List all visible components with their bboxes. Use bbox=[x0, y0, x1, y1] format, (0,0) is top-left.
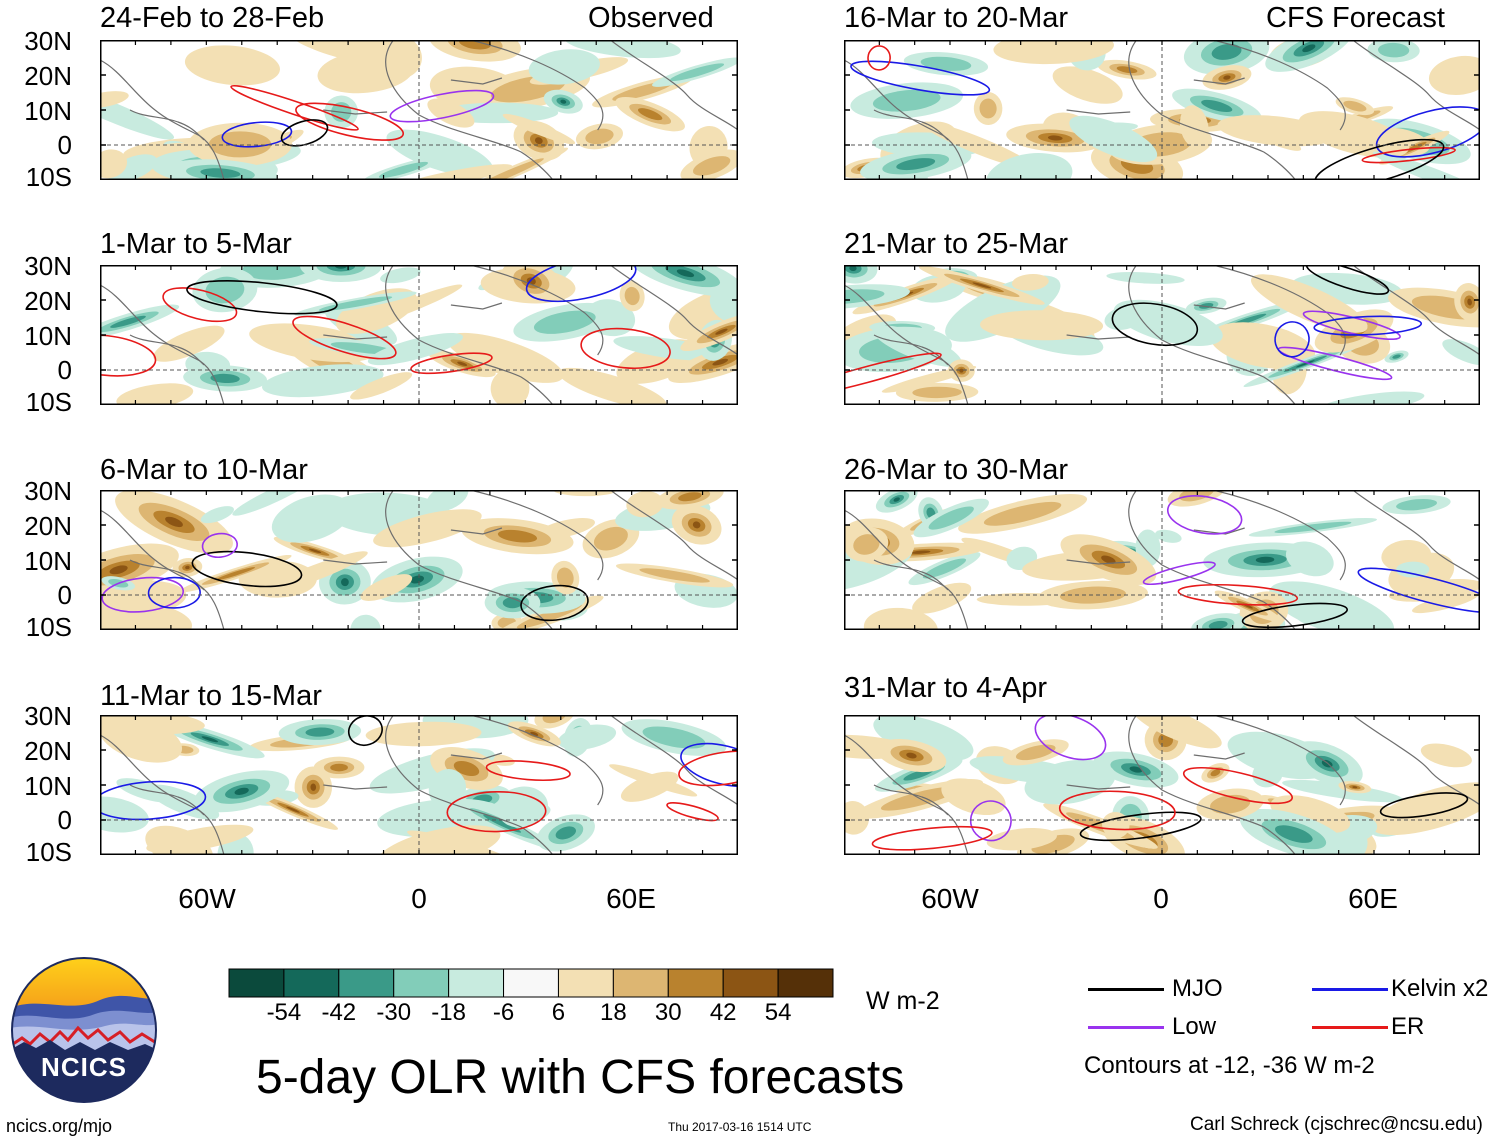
colorbar-tick-label: -30 bbox=[376, 999, 412, 1026]
colorbar-swatch bbox=[667, 968, 724, 998]
lat-tick: 30N bbox=[24, 476, 72, 506]
colorbar-tick-label: 30 bbox=[654, 999, 682, 1026]
colorbar-swatch bbox=[448, 968, 505, 998]
legend-mjo-line bbox=[1088, 988, 1164, 991]
panel-title: 26-Mar to 30-Mar bbox=[844, 454, 1069, 486]
colorbar-tick-label: -18 bbox=[431, 999, 466, 1026]
ncics-logo bbox=[11, 957, 157, 1103]
colorbar-swatch bbox=[283, 968, 340, 998]
legend-er-line bbox=[1312, 1026, 1388, 1029]
olr-map bbox=[100, 40, 738, 180]
colorbar-tick-label: 18 bbox=[600, 999, 627, 1026]
lat-tick: 0 bbox=[57, 355, 72, 385]
panel-title: 16-Mar to 20-Mar bbox=[844, 2, 1069, 34]
legend-kelvin-label: Kelvin x2 bbox=[1391, 975, 1489, 1002]
olr-map bbox=[100, 715, 738, 855]
lat-tick: 10S bbox=[25, 837, 72, 867]
panel-title: 24-Feb to 28-Feb bbox=[100, 2, 325, 34]
colorbar-swatch bbox=[612, 968, 669, 998]
lon-tick: 60E bbox=[1348, 883, 1398, 914]
legend-kelvin-line bbox=[1312, 988, 1388, 991]
legend-contours-note: Contours at -12, -36 W m-2 bbox=[1084, 1052, 1375, 1079]
panel-title: 21-Mar to 25-Mar bbox=[844, 228, 1069, 260]
colorbar bbox=[228, 968, 834, 998]
lat-tick: 20N bbox=[24, 736, 72, 766]
colorbar-swatch bbox=[338, 968, 395, 998]
panel-title: 1-Mar to 5-Mar bbox=[100, 228, 292, 260]
lat-tick: 0 bbox=[57, 130, 72, 160]
forecast-label: CFS Forecast bbox=[1266, 2, 1445, 34]
colorbar-tick-label: -54 bbox=[266, 999, 302, 1026]
colorbar-swatch bbox=[228, 968, 285, 998]
lat-tick: 0 bbox=[57, 805, 72, 835]
colorbar-swatch bbox=[393, 968, 450, 998]
lon-tick: 60E bbox=[606, 883, 656, 914]
olr-map bbox=[844, 715, 1480, 855]
colorbar-tick-label: 54 bbox=[764, 999, 792, 1026]
olr-map bbox=[844, 265, 1480, 405]
olr-map bbox=[100, 265, 738, 405]
colorbar-units: W m-2 bbox=[866, 987, 940, 1015]
panel-title: 11-Mar to 15-Mar bbox=[100, 680, 322, 712]
lat-tick: 0 bbox=[57, 580, 72, 610]
lat-tick: 20N bbox=[24, 61, 72, 91]
colorbar-tick-label: -6 bbox=[492, 999, 515, 1026]
legend-mjo-label: MJO bbox=[1172, 975, 1223, 1002]
lat-tick: 30N bbox=[24, 26, 72, 56]
lat-tick: 10N bbox=[24, 771, 72, 801]
legend-low-label: Low bbox=[1172, 1013, 1217, 1040]
lat-tick: 10N bbox=[24, 321, 72, 351]
lat-tick: 30N bbox=[24, 701, 72, 731]
legend-low-line bbox=[1088, 1026, 1164, 1029]
panel-title: 6-Mar to 10-Mar bbox=[100, 454, 308, 486]
lat-tick: 20N bbox=[24, 286, 72, 316]
lat-tick: 10N bbox=[24, 96, 72, 126]
colorbar-swatch bbox=[722, 968, 779, 998]
footer-timestamp: Thu 2017-03-16 1514 UTC bbox=[668, 1120, 812, 1134]
olr-map bbox=[844, 40, 1480, 180]
olr-map bbox=[844, 490, 1480, 630]
footer-author: Carl Schreck (cjschrec@ncsu.edu) bbox=[1190, 1114, 1483, 1135]
lat-tick: 10N bbox=[24, 546, 72, 576]
colorbar-swatch bbox=[557, 968, 614, 998]
legend-er-label: ER bbox=[1391, 1013, 1425, 1040]
lat-tick: 10S bbox=[25, 612, 72, 642]
lat-tick: 10S bbox=[25, 162, 72, 192]
olr-map bbox=[100, 490, 738, 630]
lon-tick: 0 bbox=[411, 883, 427, 914]
colorbar-swatch bbox=[777, 968, 834, 998]
colorbar-tick-label: 42 bbox=[709, 999, 737, 1026]
lon-tick: 60W bbox=[178, 883, 236, 914]
colorbar-swatch bbox=[503, 968, 559, 998]
lon-tick: 60W bbox=[921, 883, 979, 914]
lat-tick: 20N bbox=[24, 511, 72, 541]
footer-url: ncics.org/mjo bbox=[6, 1116, 113, 1136]
lat-tick: 10S bbox=[25, 387, 72, 417]
logo-text: NCICS bbox=[41, 1052, 127, 1082]
lat-tick: 30N bbox=[24, 251, 72, 281]
colorbar-tick-label: -42 bbox=[321, 999, 357, 1026]
panel-title: 31-Mar to 4-Apr bbox=[844, 672, 1048, 704]
main-title: 5-day OLR with CFS forecasts bbox=[256, 1051, 905, 1104]
observed-label: Observed bbox=[588, 2, 714, 34]
colorbar-tick-label: 6 bbox=[551, 999, 566, 1026]
lon-tick: 0 bbox=[1153, 883, 1169, 914]
